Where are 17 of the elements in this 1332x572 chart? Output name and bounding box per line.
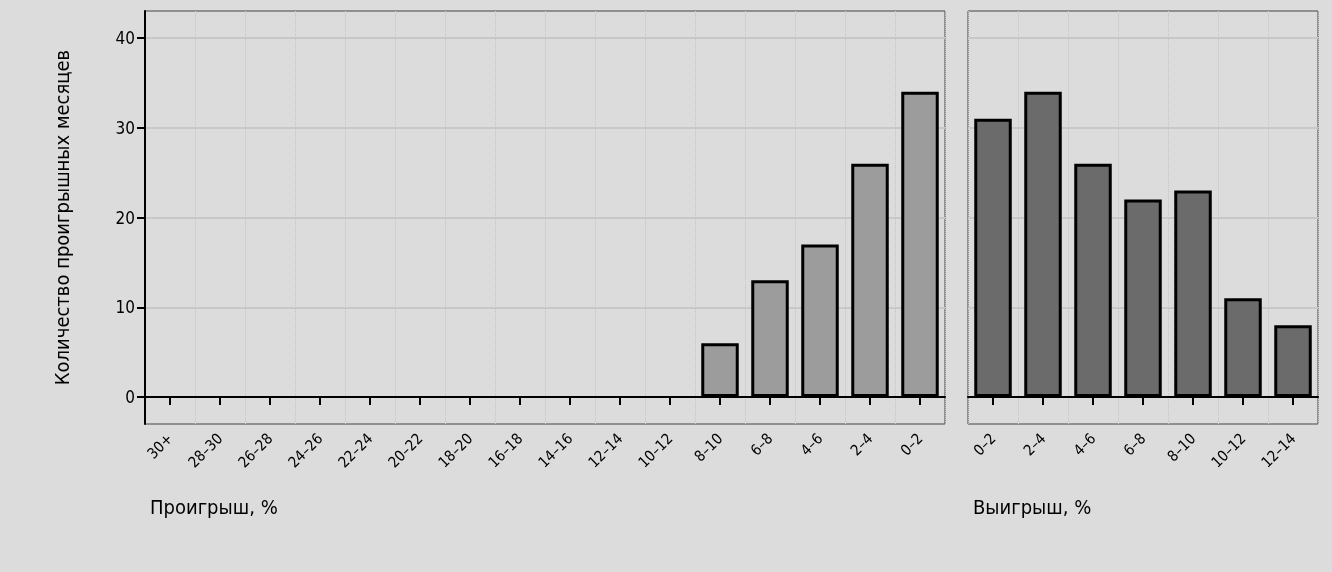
x-axis-title: Проигрыш, % (150, 495, 278, 520)
x-axis-title: Выигрыш, % (973, 495, 1092, 520)
x-tick-label: 0–2 (896, 429, 927, 460)
x-tick-label: 6–8 (1119, 429, 1150, 460)
y-tick-label: 0 (125, 387, 135, 408)
x-tick-label: 6–8 (746, 429, 777, 460)
x-tick-label: 4–6 (796, 429, 827, 460)
x-tick-label: 2–4 (1019, 429, 1050, 460)
y-axis-title: Количество проигрышных месяцев (50, 49, 74, 386)
y-tick-label: 30 (115, 117, 135, 138)
y-tick-label: 20 (115, 207, 135, 228)
x-tick-label: 0–2 (969, 429, 1000, 460)
y-tick-label: 40 (115, 27, 135, 48)
x-tick-label: 2–4 (846, 429, 877, 460)
x-tick-label: 30+ (143, 429, 177, 463)
x-tick-label: 4–6 (1069, 429, 1100, 460)
y-tick-label: 10 (115, 297, 135, 318)
